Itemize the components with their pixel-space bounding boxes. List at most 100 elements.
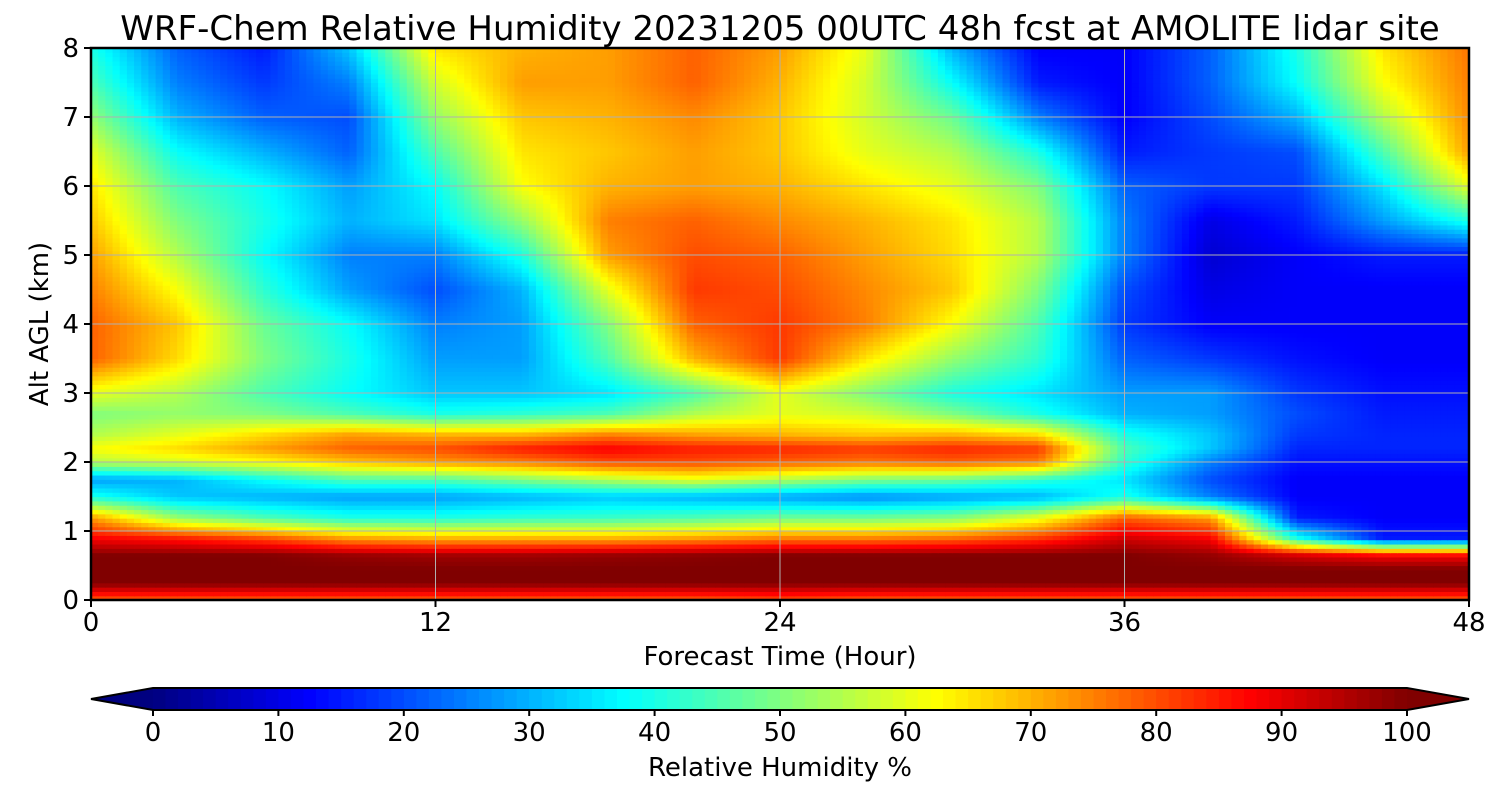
heatmap-cell	[1153, 509, 1161, 514]
heatmap-cell	[1390, 544, 1398, 549]
heatmap-cell	[313, 492, 321, 497]
heatmap-cell	[1275, 548, 1283, 553]
heatmap-cell	[931, 501, 939, 506]
heatmap-cell	[1081, 570, 1089, 575]
heatmap-cell	[694, 531, 702, 536]
heatmap-cell	[938, 488, 946, 493]
heatmap-cell	[1361, 540, 1369, 545]
heatmap-cell	[392, 514, 400, 519]
heatmap-cell	[959, 497, 967, 502]
heatmap-cell	[615, 514, 623, 519]
heatmap-cell	[378, 501, 386, 506]
heatmap-cell	[1318, 505, 1326, 510]
heatmap-cell	[177, 518, 185, 523]
heatmap-cell	[522, 548, 530, 553]
heatmap-cell	[1117, 587, 1125, 592]
heatmap-cell	[120, 540, 128, 545]
heatmap-cell	[959, 544, 967, 549]
heatmap-cell	[371, 544, 379, 549]
heatmap-cell	[464, 505, 472, 510]
heatmap-cell	[486, 501, 494, 506]
heatmap-cell	[909, 492, 917, 497]
heatmap-cell	[758, 566, 766, 571]
heatmap-cell	[1225, 553, 1233, 558]
heatmap-cell	[1318, 540, 1326, 545]
heatmap-cell	[141, 548, 149, 553]
heatmap-cell	[1397, 509, 1405, 514]
heatmap-cell	[744, 518, 752, 523]
heatmap-cell	[1053, 583, 1061, 588]
heatmap-cell	[644, 583, 652, 588]
heatmap-cell	[787, 492, 795, 497]
heatmap-cell	[586, 505, 594, 510]
heatmap-cell	[1024, 522, 1032, 527]
heatmap-cell	[608, 591, 616, 596]
heatmap-cell	[486, 587, 494, 592]
heatmap-cell	[1304, 544, 1312, 549]
heatmap-cell	[1182, 497, 1190, 502]
chart-title: WRF-Chem Relative Humidity 20231205 00UT…	[120, 9, 1439, 49]
heatmap-cell	[880, 518, 888, 523]
heatmap-cell	[988, 488, 996, 493]
heatmap-cell	[636, 535, 644, 540]
heatmap-cell	[737, 505, 745, 510]
heatmap-cell	[622, 548, 630, 553]
heatmap-cell	[1390, 570, 1398, 575]
heatmap-cell	[572, 570, 580, 575]
heatmap-cell	[1440, 497, 1448, 502]
heatmap-cell	[845, 488, 853, 493]
heatmap-cell	[1125, 557, 1133, 562]
heatmap-cell	[687, 488, 695, 493]
heatmap-cell	[751, 548, 759, 553]
heatmap-cell	[787, 501, 795, 506]
heatmap-cell	[1175, 501, 1183, 506]
heatmap-cell	[1218, 557, 1226, 562]
heatmap-cell	[579, 488, 587, 493]
heatmap-cell	[1146, 522, 1154, 527]
heatmap-cell	[730, 497, 738, 502]
heatmap-cell	[98, 535, 106, 540]
heatmap-cell	[1038, 540, 1046, 545]
heatmap-cell	[916, 505, 924, 510]
heatmap-cell	[959, 531, 967, 536]
heatmap-cell	[1153, 578, 1161, 583]
heatmap-cell	[514, 488, 522, 493]
heatmap-cell	[479, 518, 487, 523]
heatmap-cell	[694, 497, 702, 502]
heatmap-cell	[1002, 522, 1010, 527]
heatmap-cell	[127, 574, 135, 579]
heatmap-cell	[328, 531, 336, 536]
heatmap-cell	[636, 518, 644, 523]
heatmap-cell	[457, 540, 465, 545]
plot-area	[91, 48, 1470, 601]
heatmap-cell	[766, 578, 774, 583]
heatmap-cell	[708, 531, 716, 536]
heatmap-cell	[924, 583, 932, 588]
heatmap-cell	[486, 566, 494, 571]
heatmap-cell	[227, 570, 235, 575]
heatmap-cell	[1225, 488, 1233, 493]
heatmap-cell	[1376, 583, 1384, 588]
heatmap-cell	[974, 531, 982, 536]
heatmap-cell	[687, 514, 695, 519]
heatmap-cell	[1196, 514, 1204, 519]
heatmap-cell	[256, 514, 264, 519]
heatmap-cell	[859, 505, 867, 510]
heatmap-cell	[471, 501, 479, 506]
heatmap-cell	[558, 505, 566, 510]
heatmap-cell	[313, 531, 321, 536]
heatmap-cell	[105, 522, 113, 527]
heatmap-cell	[1232, 514, 1240, 519]
heatmap-cell	[737, 509, 745, 514]
heatmap-cell	[263, 522, 271, 527]
heatmap-cell	[206, 553, 214, 558]
heatmap-cell	[787, 553, 795, 558]
heatmap-cell	[1002, 561, 1010, 566]
heatmap-cell	[1325, 505, 1333, 510]
heatmap-cell	[701, 574, 709, 579]
heatmap-cell	[1325, 518, 1333, 523]
heatmap-cell	[407, 574, 415, 579]
heatmap-cell	[1433, 583, 1441, 588]
heatmap-cell	[1433, 574, 1441, 579]
heatmap-cell	[1010, 570, 1018, 575]
